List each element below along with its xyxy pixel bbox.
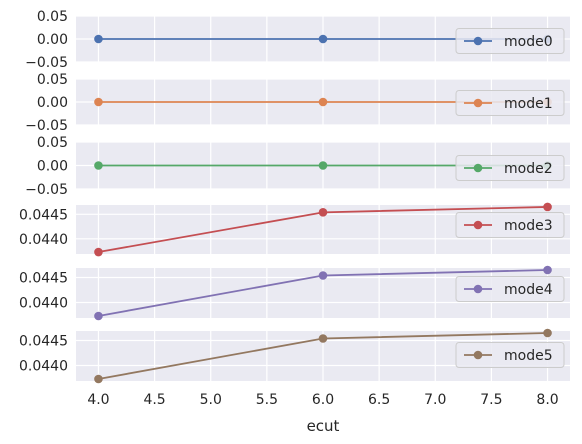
data-point-mode1 <box>94 97 103 107</box>
y-tick-label: −0.05 <box>25 118 68 134</box>
legend-mode3: mode3 <box>455 212 565 238</box>
x-axis-title: ecut <box>307 417 340 435</box>
legend-label: mode4 <box>504 282 553 298</box>
legend-box <box>455 28 565 54</box>
subplot-5: 0.0445 0.0440 mode5 <box>19 328 570 384</box>
legend-marker <box>473 98 483 108</box>
data-point-mode5 <box>94 374 103 384</box>
legend-marker <box>473 36 483 46</box>
x-tick-label: 5.0 <box>200 392 222 408</box>
y-tick-label: 0.00 <box>37 32 68 48</box>
legend-mode0: mode0 <box>455 28 565 54</box>
legend-mode5: mode5 <box>455 342 565 368</box>
legend-box <box>455 155 565 181</box>
legend-label: mode0 <box>504 34 553 50</box>
data-point-mode3 <box>94 247 103 257</box>
legend-label: mode5 <box>504 348 553 364</box>
subplot-0: 0.05 0.00 −0.05 mode0 <box>25 9 570 71</box>
x-tick-label: 6.5 <box>368 392 390 408</box>
legend-marker <box>473 220 483 230</box>
y-tick-label: 0.0440 <box>19 232 68 248</box>
y-tick-label: 0.05 <box>37 9 68 25</box>
data-point-mode4 <box>318 271 328 280</box>
y-tick-label: −0.05 <box>25 182 68 198</box>
legend-label: mode1 <box>504 96 553 112</box>
x-tick-label: 5.5 <box>256 392 278 408</box>
legend-box <box>455 212 565 238</box>
x-tick-label: 7.5 <box>480 392 502 408</box>
y-tick-label: 0.05 <box>37 72 68 88</box>
data-point-mode5 <box>318 334 328 343</box>
y-tick-label: 0.0445 <box>19 334 68 350</box>
subplot-3: 0.0445 0.0440 mode3 <box>19 202 570 257</box>
data-point-mode2 <box>94 161 103 170</box>
data-point-mode3 <box>318 208 328 217</box>
legend-label: mode2 <box>504 161 553 177</box>
legend-mode1: mode1 <box>455 90 565 116</box>
legend-label: mode3 <box>504 218 553 234</box>
subplot-2: 0.05 0.00 −0.05 mode2 <box>25 135 570 198</box>
x-tick-label: 4.5 <box>143 392 165 408</box>
data-point-mode2 <box>318 161 328 170</box>
data-point-mode1 <box>318 97 328 107</box>
legend-box <box>455 276 565 302</box>
subplot-4: 0.0445 0.0440 mode4 <box>19 265 570 321</box>
data-point-mode0 <box>318 34 328 44</box>
y-tick-label: 0.0440 <box>19 359 68 375</box>
data-point-mode3 <box>543 202 552 212</box>
legend-marker <box>473 350 483 360</box>
legend-marker <box>473 163 483 173</box>
x-tick-label: 6.0 <box>312 392 334 408</box>
y-tick-label: 0.0440 <box>19 296 68 312</box>
x-tick-label: 7.0 <box>424 392 446 408</box>
y-tick-label: 0.00 <box>37 159 68 175</box>
data-point-mode0 <box>94 34 103 44</box>
legend-mode2: mode2 <box>455 155 565 181</box>
x-tick-label: 8.0 <box>536 392 558 408</box>
data-point-mode5 <box>543 328 552 338</box>
y-tick-label: 0.05 <box>37 135 68 151</box>
subplot-1: 0.05 0.00 −0.05 mode1 <box>25 72 570 134</box>
legend-box <box>455 90 565 116</box>
y-tick-label: 0.0445 <box>19 271 68 287</box>
data-point-mode4 <box>543 265 552 275</box>
legend-marker <box>473 284 483 294</box>
legend-box <box>455 342 565 368</box>
legend-mode4: mode4 <box>455 276 565 302</box>
data-point-mode4 <box>94 311 103 321</box>
y-tick-label: −0.05 <box>25 55 68 71</box>
y-tick-label: 0.00 <box>37 95 68 111</box>
x-tick-label: 4.0 <box>87 392 109 408</box>
y-tick-label: 0.0445 <box>19 207 68 223</box>
